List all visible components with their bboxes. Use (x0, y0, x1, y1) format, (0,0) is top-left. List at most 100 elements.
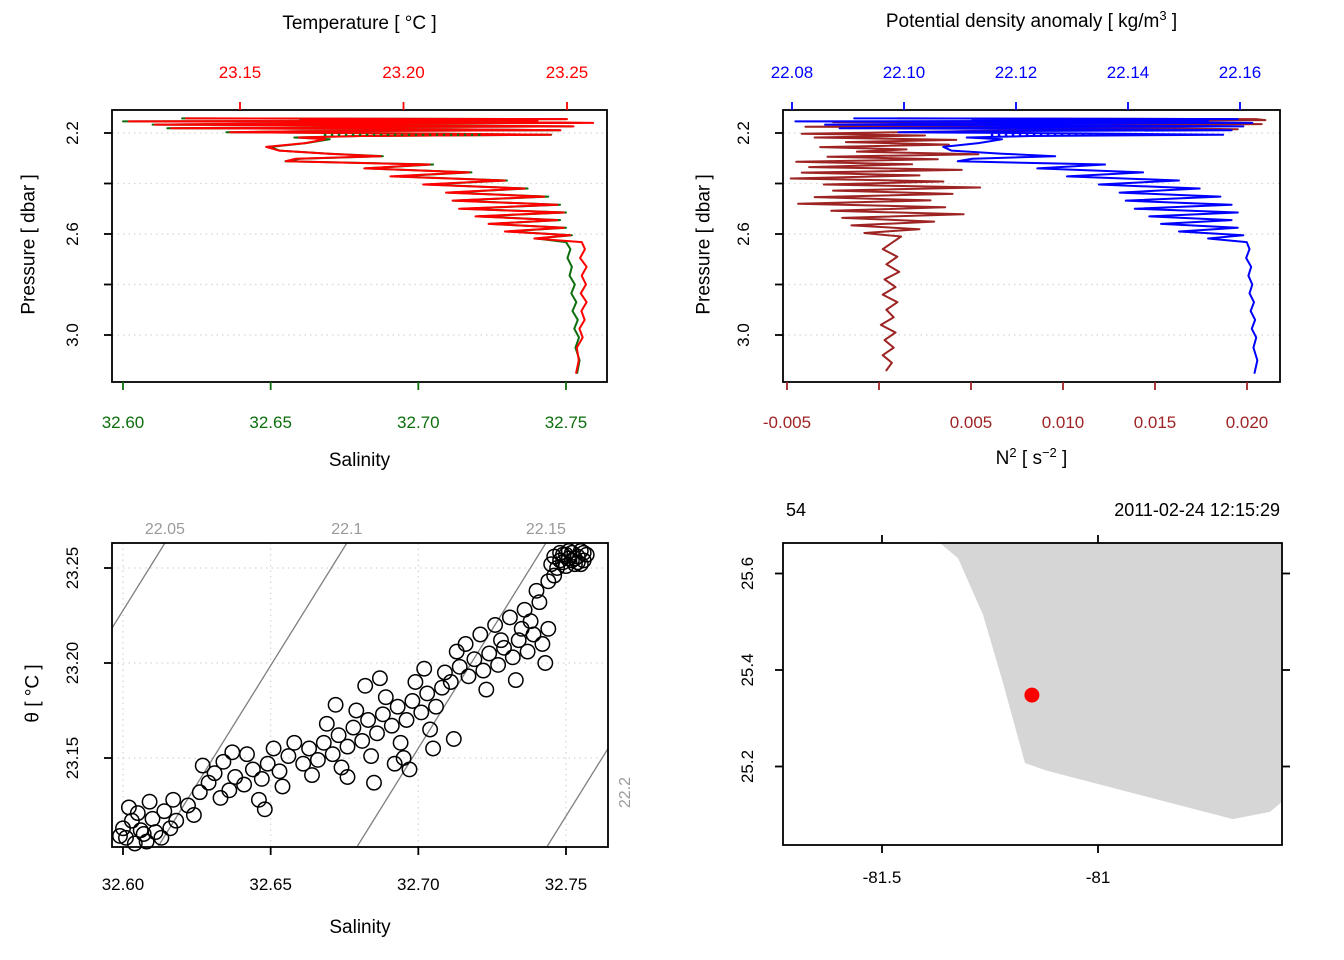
longitude-tick-label: -81 (1086, 868, 1111, 887)
ts-point (377, 689, 394, 706)
theta-tick-label: 23.20 (63, 642, 82, 685)
ts-point (549, 560, 566, 576)
isopycnal-label: 22.2 (617, 777, 634, 808)
bottom-axis-tick-label: -0.005 (763, 413, 811, 432)
ts-point (371, 670, 388, 687)
temperature-axis-title: Temperature [ °C ] (282, 13, 437, 34)
ts-point (572, 556, 589, 573)
ts-point (504, 649, 521, 666)
theta-tick-label: 23.15 (63, 737, 82, 780)
ts-point (224, 744, 241, 761)
top-axis-tick-label: 23.25 (546, 63, 589, 82)
ts-point (366, 774, 382, 791)
density-title-close: ] (1166, 11, 1178, 32)
ts-point (445, 731, 462, 747)
ts-point (185, 807, 202, 823)
ts-point (546, 567, 563, 584)
ts-point (156, 803, 173, 820)
bottom-axis-tick-label: 32.60 (102, 413, 145, 432)
ts-point (200, 774, 217, 791)
ts-point (519, 643, 536, 660)
ts-point (413, 704, 430, 721)
ts-point (516, 601, 533, 618)
ts-point (339, 769, 356, 785)
salinity-tick-label: 32.65 (249, 875, 292, 894)
bottom-axis-tick-label: 0.010 (1042, 413, 1085, 432)
pressure-tick-label: 2.6 (734, 222, 753, 246)
isopycnal-label: 22.15 (526, 521, 566, 538)
ts-point (253, 770, 270, 787)
ts-point (566, 550, 583, 567)
plot-frame (111, 109, 608, 383)
ts-point (120, 799, 137, 816)
ts-point (419, 685, 436, 702)
ts-point (386, 755, 403, 772)
ts-point (295, 755, 312, 772)
ts-point (513, 620, 530, 637)
ts-point (460, 668, 477, 685)
ts-point (239, 746, 255, 763)
ts-point (407, 674, 424, 690)
salinity-axis-title-top-panel: Salinity (328, 450, 391, 471)
theta-tick-label: 23.25 (63, 547, 82, 590)
station-number: 54 (786, 500, 807, 520)
ts-point (451, 658, 468, 675)
ts-point (274, 778, 291, 795)
ts-point (304, 767, 320, 784)
ts-point (475, 662, 492, 679)
ts-point (425, 740, 442, 757)
ts-point (141, 793, 158, 810)
ts-point (129, 805, 146, 822)
ts-point (404, 693, 421, 709)
plot-frame (782, 109, 1281, 383)
ts-point (369, 725, 385, 742)
ts-point (301, 740, 318, 757)
ts-point (180, 797, 196, 814)
pressure-tick-label: 2.2 (63, 121, 82, 145)
ts-point (250, 791, 267, 808)
longitude-tick-label: -81.5 (863, 868, 902, 887)
ts-point (194, 757, 211, 774)
ts-point (354, 732, 371, 749)
ts-point (510, 632, 527, 649)
ts-point (286, 734, 303, 751)
n2-title-text: N (995, 448, 1010, 469)
ts-point (416, 660, 433, 677)
isopycnal-line (157, 543, 348, 847)
ts-point (135, 826, 152, 842)
ts-point (259, 755, 276, 772)
ts-point (215, 753, 232, 770)
ts-point (478, 681, 495, 698)
ts-point (191, 784, 208, 801)
ts-point (315, 734, 332, 751)
ts-point (428, 698, 444, 715)
potential-density-anomaly-profile-line (794, 117, 1259, 374)
theta-axis-title: θ [ °C ] (22, 664, 44, 723)
ts-point (566, 556, 583, 573)
ts-point (493, 632, 509, 649)
ts-point (206, 765, 223, 782)
ts-point (118, 829, 134, 846)
ts-point (280, 748, 297, 765)
bottom-axis-tick-label: 32.70 (397, 413, 440, 432)
top-axis-tick-label: 22.16 (1219, 63, 1262, 82)
ts-point (490, 656, 507, 673)
ts-point (357, 677, 374, 694)
top-axis-tick-label: 22.10 (883, 63, 926, 82)
ts-point (534, 636, 551, 652)
ts-point (227, 769, 244, 785)
ts-point (221, 782, 238, 799)
pressure-tick-label: 2.2 (734, 121, 753, 145)
ts-point (442, 674, 459, 690)
ts-point (236, 776, 253, 793)
bottom-axis-tick-label: 0.005 (950, 413, 993, 432)
ts-scatter-points (112, 542, 595, 852)
ts-point (466, 651, 483, 668)
ts-point (531, 594, 548, 611)
ts-point (422, 721, 439, 738)
ts-point (339, 738, 356, 755)
ts-point (345, 719, 362, 736)
ts-point (265, 740, 282, 757)
n2-title-mid: [ s (1016, 448, 1042, 469)
